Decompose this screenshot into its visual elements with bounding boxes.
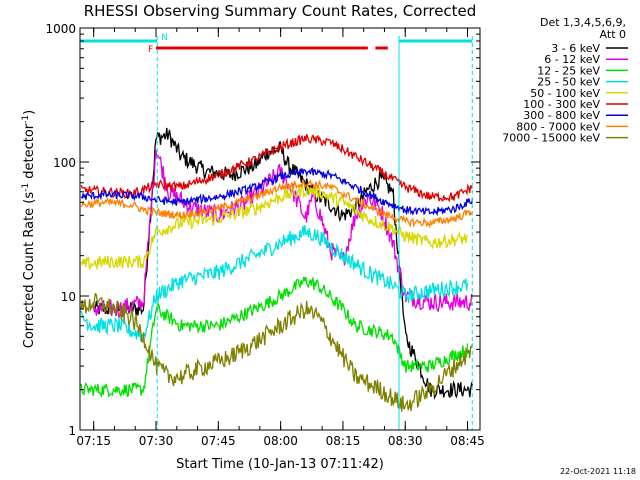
marker-layer: NF (80, 33, 473, 430)
legend-header: Det 1,3,4,5,6,9, (540, 16, 626, 29)
y-axis-label-prefix: Corrected Count Rate (s (22, 192, 37, 349)
legend-label: 7000 - 15000 keV (502, 132, 600, 145)
x-tick-label: 08:15 (326, 434, 361, 448)
flare-label: F (148, 45, 153, 55)
x-tick-label: 07:45 (201, 434, 236, 448)
y-axis-label-sup2: -1 (21, 115, 31, 124)
legend-label: 800 - 7000 keV (516, 120, 600, 133)
y-axis-label-mid: detector (22, 123, 37, 183)
x-tick-label: 08:30 (388, 434, 423, 448)
series-line-2 (80, 276, 469, 399)
footer-timestamp: 22-Oct-2021 11:18 (560, 467, 636, 476)
chart-title: RHESSI Observing Summary Count Rates, Co… (84, 2, 477, 20)
y-axis-label: Corrected Count Rate (s-1 detector-1) (21, 110, 37, 348)
series-line-4 (80, 182, 469, 271)
x-tick-label: 07:30 (139, 434, 174, 448)
plot-frame (79, 27, 481, 431)
legend-header: Att 0 (600, 28, 626, 41)
legend-label: 3 - 6 keV (551, 42, 600, 55)
series-line-7 (80, 178, 473, 229)
x-tick-label: 08:45 (450, 434, 485, 448)
series-line-5 (80, 134, 473, 203)
series-line-8 (80, 292, 474, 412)
series-line-6 (80, 167, 474, 217)
legend-label: 25 - 50 keV (537, 76, 600, 89)
saa-label: N (161, 33, 168, 43)
legend-label: 12 - 25 keV (537, 64, 600, 77)
x-tick-label: 07:15 (76, 434, 111, 448)
legend-label: 50 - 100 keV (530, 87, 600, 100)
y-axis-label-suffix: ) (22, 110, 37, 115)
y-tick-label: 1 (68, 424, 76, 438)
series-line-3 (80, 225, 469, 342)
axes-layer: 07:15 07:30 07:45 08:00 08:15 08:30 08:45 1 10 10… (45, 22, 484, 448)
y-tick-label: 10 (61, 290, 76, 304)
legend-label: 100 - 300 keV (523, 98, 600, 111)
x-axis-label: Start Time (10-Jan-13 07:11:42) (176, 457, 384, 472)
y-tick-label: 1000 (45, 22, 76, 36)
legend-label: 6 - 12 keV (544, 53, 600, 66)
x-tick-label: 08:00 (263, 434, 298, 448)
y-axis-label-sup1: -1 (21, 183, 31, 192)
legend-label: 300 - 800 keV (523, 109, 600, 122)
y-tick-label: 100 (53, 156, 76, 170)
